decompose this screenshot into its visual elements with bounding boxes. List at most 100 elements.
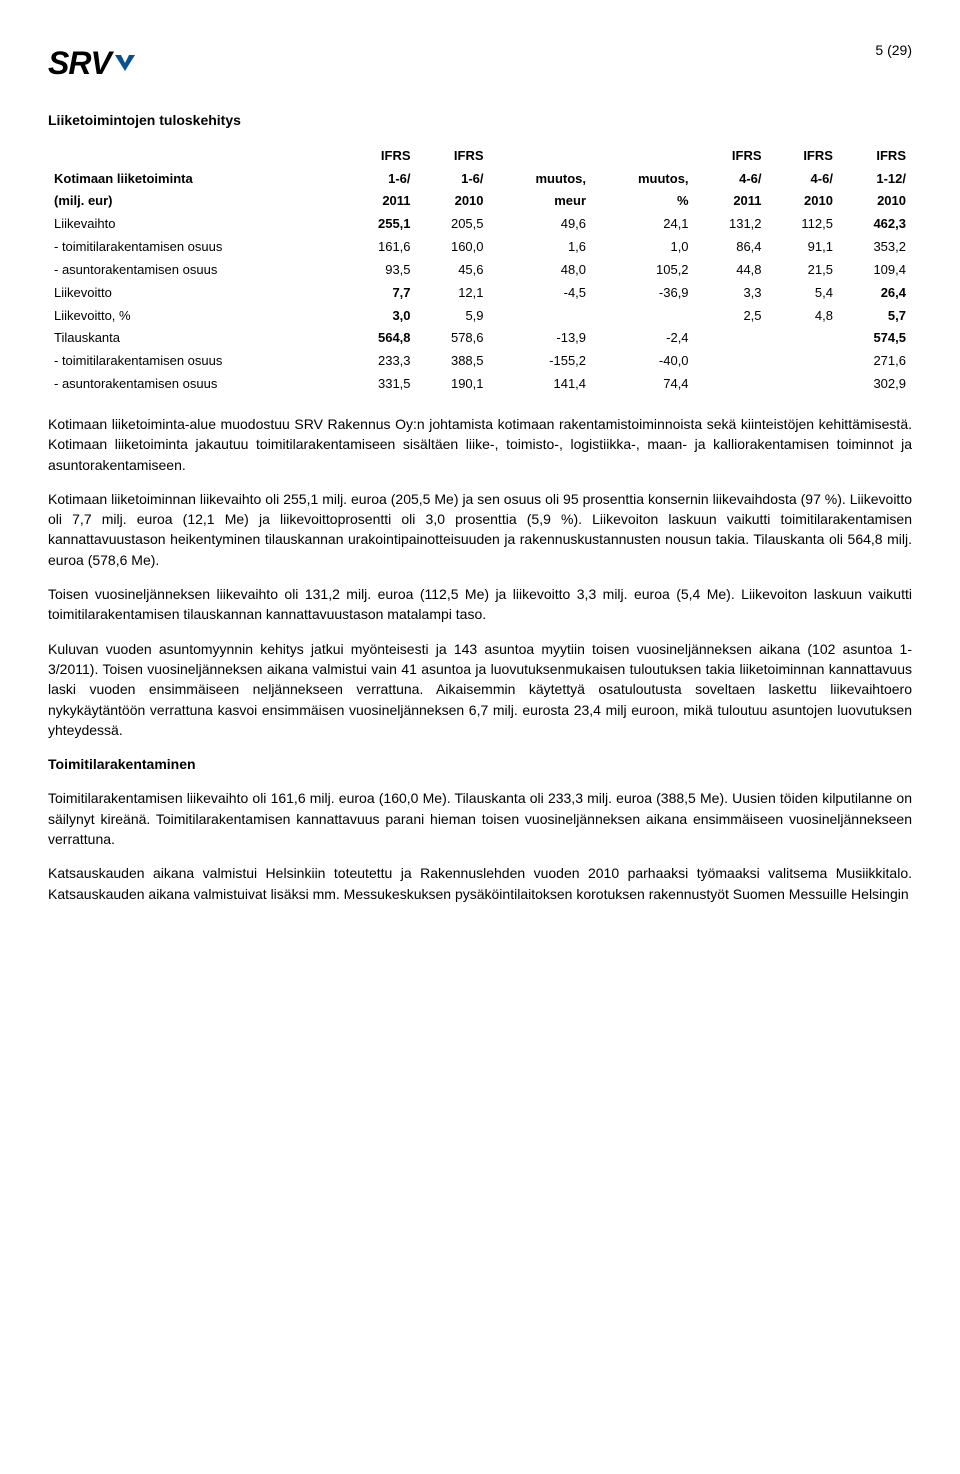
table-cell: -13,9 <box>490 327 593 350</box>
table-header-cell: 2010 <box>839 190 912 213</box>
table-header-cell: 1-6/ <box>344 168 417 191</box>
table-header-cell <box>490 145 593 168</box>
table-cell: 331,5 <box>344 373 417 396</box>
table-cell: 3,0 <box>344 305 417 328</box>
table-cell: 353,2 <box>839 236 912 259</box>
table-cell: 2,5 <box>695 305 768 328</box>
page-header: SRV 5 (29) <box>48 40 912 86</box>
paragraph: Kuluvan vuoden asuntomyynnin kehitys jat… <box>48 639 912 740</box>
row-label: - asuntorakentamisen osuus <box>48 373 344 396</box>
table-cell: 131,2 <box>695 213 768 236</box>
table-cell: 74,4 <box>592 373 695 396</box>
table-cell: 86,4 <box>695 236 768 259</box>
paragraph: Toimitilarakentamisen liikevaihto oli 16… <box>48 788 912 849</box>
table-header-cell: 4-6/ <box>695 168 768 191</box>
table-cell: 109,4 <box>839 259 912 282</box>
table-cell: 271,6 <box>839 350 912 373</box>
table-cell <box>695 373 768 396</box>
table-cell: -2,4 <box>592 327 695 350</box>
table-header: IFRSIFRSIFRSIFRSIFRSKotimaan liiketoimin… <box>48 145 912 214</box>
table-cell <box>768 373 839 396</box>
table-cell <box>768 350 839 373</box>
row-label: - asuntorakentamisen osuus <box>48 259 344 282</box>
table-header-cell <box>592 145 695 168</box>
table-row: - asuntorakentamisen osuus93,545,648,010… <box>48 259 912 282</box>
table-header-cell: IFRS <box>839 145 912 168</box>
table-row: - toimitilarakentamisen osuus233,3388,5-… <box>48 350 912 373</box>
table-cell: 141,4 <box>490 373 593 396</box>
page-number: 5 (29) <box>875 40 912 60</box>
table-cell: -4,5 <box>490 282 593 305</box>
financial-table: IFRSIFRSIFRSIFRSIFRSKotimaan liiketoimin… <box>48 145 912 396</box>
table-cell: 205,5 <box>417 213 490 236</box>
table-cell: 388,5 <box>417 350 490 373</box>
table-row: Liikevoitto7,712,1-4,5-36,93,35,426,4 <box>48 282 912 305</box>
table-header-cell: IFRS <box>344 145 417 168</box>
paragraph: Kotimaan liiketoiminta-alue muodostuu SR… <box>48 414 912 475</box>
table-cell: 462,3 <box>839 213 912 236</box>
table-cell <box>695 350 768 373</box>
paragraph: Toisen vuosineljänneksen liikevaihto oli… <box>48 584 912 625</box>
table-header-cell: Kotimaan liiketoiminta <box>48 168 344 191</box>
table-cell: 44,8 <box>695 259 768 282</box>
table-body: Liikevaihto255,1205,549,624,1131,2112,54… <box>48 213 912 396</box>
table-cell: -36,9 <box>592 282 695 305</box>
table-cell: 49,6 <box>490 213 593 236</box>
table-cell: 45,6 <box>417 259 490 282</box>
table-header-cell: meur <box>490 190 593 213</box>
paragraph: Katsauskauden aikana valmistui Helsinkii… <box>48 863 912 904</box>
table-cell: 93,5 <box>344 259 417 282</box>
table-cell: 564,8 <box>344 327 417 350</box>
logo: SRV <box>48 40 137 86</box>
table-cell: 161,6 <box>344 236 417 259</box>
table-header-cell: IFRS <box>417 145 490 168</box>
table-cell: 5,4 <box>768 282 839 305</box>
table-header-cell: % <box>592 190 695 213</box>
table-cell: 12,1 <box>417 282 490 305</box>
table-cell: 26,4 <box>839 282 912 305</box>
row-label: Tilauskanta <box>48 327 344 350</box>
table-row: Tilauskanta564,8578,6-13,9-2,4 574,5 <box>48 327 912 350</box>
row-label: Liikevaihto <box>48 213 344 236</box>
row-label: - toimitilarakentamisen osuus <box>48 236 344 259</box>
table-cell: 7,7 <box>344 282 417 305</box>
table-row: - toimitilarakentamisen osuus161,6160,01… <box>48 236 912 259</box>
body-paragraphs-2: Toimitilarakentamisen liikevaihto oli 16… <box>48 788 912 903</box>
table-header-cell: muutos, <box>592 168 695 191</box>
table-row: - asuntorakentamisen osuus331,5190,1141,… <box>48 373 912 396</box>
table-header-cell: (milj. eur) <box>48 190 344 213</box>
table-header-cell: 1-12/ <box>839 168 912 191</box>
table-cell: 160,0 <box>417 236 490 259</box>
table-header-cell: 2011 <box>344 190 417 213</box>
table-cell: 574,5 <box>839 327 912 350</box>
table-row: Liikevaihto255,1205,549,624,1131,2112,54… <box>48 213 912 236</box>
table-cell: 190,1 <box>417 373 490 396</box>
table-cell: 24,1 <box>592 213 695 236</box>
table-cell: 233,3 <box>344 350 417 373</box>
section-title: Liiketoimintojen tuloskehitys <box>48 110 912 130</box>
table-cell: 578,6 <box>417 327 490 350</box>
table-row: Liikevoitto, %3,05,92,54,85,7 <box>48 305 912 328</box>
table-cell <box>695 327 768 350</box>
table-cell: 112,5 <box>768 213 839 236</box>
table-cell: 1,6 <box>490 236 593 259</box>
table-cell: 105,2 <box>592 259 695 282</box>
table-cell: 91,1 <box>768 236 839 259</box>
subheading: Toimitilarakentaminen <box>48 754 912 774</box>
table-header-cell: 2010 <box>768 190 839 213</box>
table-header-cell: 4-6/ <box>768 168 839 191</box>
table-cell: 21,5 <box>768 259 839 282</box>
table-cell: 302,9 <box>839 373 912 396</box>
table-cell: -40,0 <box>592 350 695 373</box>
table-cell: 3,3 <box>695 282 768 305</box>
table-header-cell <box>48 145 344 168</box>
table-cell: 5,7 <box>839 305 912 328</box>
row-label: Liikevoitto <box>48 282 344 305</box>
logo-text: SRV <box>48 40 111 86</box>
table-cell: 1,0 <box>592 236 695 259</box>
paragraph: Kotimaan liiketoiminnan liikevaihto oli … <box>48 489 912 570</box>
table-cell: 4,8 <box>768 305 839 328</box>
table-cell: -155,2 <box>490 350 593 373</box>
table-cell: 255,1 <box>344 213 417 236</box>
table-cell <box>490 305 593 328</box>
